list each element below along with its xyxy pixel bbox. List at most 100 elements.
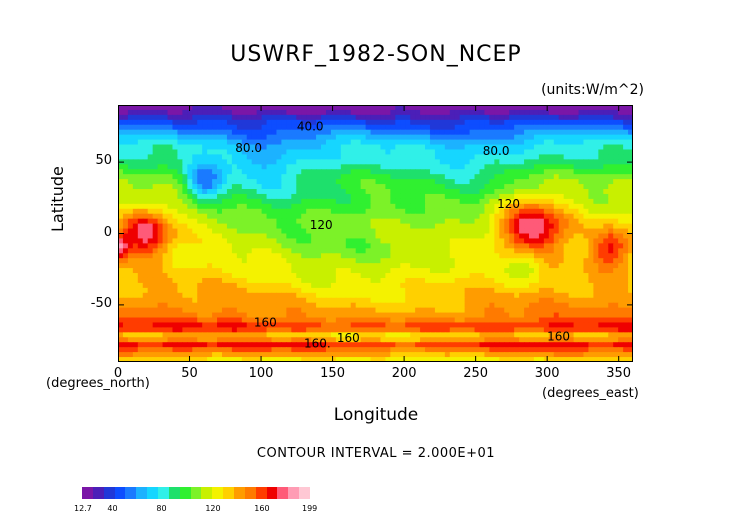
heatmap-cell — [434, 189, 441, 195]
heatmap-cell — [202, 312, 208, 319]
heatmap-cell — [608, 327, 614, 333]
heatmap-cell — [489, 282, 495, 289]
heatmap-cell — [509, 149, 515, 156]
heatmap-cell — [370, 174, 377, 180]
heatmap-cell — [132, 228, 139, 235]
heatmap-cell — [360, 105, 367, 111]
heatmap-cell — [469, 248, 476, 254]
heatmap-cell — [118, 342, 124, 348]
heatmap-cell — [489, 307, 495, 314]
heatmap-cell — [494, 189, 500, 195]
heatmap-cell — [553, 139, 560, 146]
heatmap-cell — [504, 189, 510, 195]
heatmap-cell — [221, 228, 228, 235]
heatmap-cell — [118, 129, 124, 136]
heatmap-cell — [241, 327, 248, 333]
heatmap-cell — [142, 243, 149, 249]
heatmap-cell — [509, 228, 515, 235]
heatmap-cell — [311, 109, 317, 116]
heatmap-cell — [207, 184, 213, 190]
heatmap-cell — [608, 179, 614, 185]
heatmap-cell — [271, 105, 278, 111]
heatmap-cell — [251, 105, 258, 111]
heatmap-cell — [365, 169, 372, 175]
heatmap-cell — [182, 154, 188, 160]
heatmap-cell — [118, 154, 124, 160]
heatmap-cell — [316, 114, 322, 121]
heatmap-cell — [147, 213, 154, 220]
heatmap-cell — [573, 179, 580, 185]
heatmap-cell — [137, 297, 144, 304]
heatmap-cell — [167, 124, 174, 131]
heatmap-cell — [157, 218, 164, 225]
heatmap-cell — [548, 154, 555, 160]
heatmap-cell — [370, 337, 377, 343]
heatmap-cell — [296, 174, 302, 180]
heatmap-cell — [370, 287, 377, 294]
heatmap-cell — [217, 297, 223, 304]
heatmap-cell — [251, 139, 258, 146]
heatmap-cell — [370, 218, 377, 225]
heatmap-cell — [306, 317, 312, 324]
heatmap-cell — [568, 149, 575, 156]
heatmap-cell — [405, 174, 411, 180]
heatmap-cell — [276, 203, 283, 210]
heatmap-cell — [420, 109, 426, 116]
heatmap-cell — [469, 169, 476, 175]
heatmap-cell — [395, 174, 401, 180]
heatmap-cell — [236, 129, 243, 136]
heatmap-cell — [578, 223, 585, 230]
heatmap-cell — [296, 263, 302, 269]
heatmap-cell — [628, 248, 633, 254]
heatmap-cell — [197, 287, 203, 294]
heatmap-cell — [321, 114, 327, 121]
heatmap-cell — [276, 134, 283, 141]
heatmap-cell — [350, 312, 357, 319]
heatmap-cell — [578, 273, 585, 279]
heatmap-cell — [538, 124, 545, 131]
heatmap-cell — [533, 287, 540, 294]
heatmap-cell — [563, 208, 570, 215]
heatmap-cell — [345, 302, 352, 309]
heatmap-cell — [494, 248, 500, 254]
heatmap-cell — [221, 223, 228, 230]
heatmap-cell — [568, 297, 575, 304]
heatmap-cell — [410, 322, 416, 328]
heatmap-cell — [548, 218, 555, 225]
heatmap-cell — [613, 253, 619, 259]
heatmap-cell — [172, 159, 179, 165]
heatmap-cell — [147, 179, 154, 185]
heatmap-cell — [127, 109, 134, 116]
heatmap-cell — [182, 337, 188, 343]
heatmap-cell — [217, 144, 223, 151]
heatmap-cell — [142, 282, 149, 289]
heatmap-cell — [266, 238, 273, 244]
heatmap-cell — [306, 273, 312, 279]
heatmap-cell — [167, 105, 174, 111]
heatmap-cell — [335, 124, 342, 131]
heatmap-cell — [241, 223, 248, 230]
heatmap-cell — [152, 238, 159, 244]
heatmap-cell — [548, 277, 555, 284]
heatmap-cell — [563, 297, 570, 304]
heatmap-cell — [360, 277, 367, 284]
heatmap-cell — [122, 302, 129, 309]
heatmap-cell — [152, 332, 159, 338]
heatmap-cell — [563, 139, 570, 146]
heatmap-cell — [202, 322, 208, 328]
heatmap-cell — [390, 268, 396, 274]
heatmap-cell — [192, 243, 198, 249]
heatmap-cell — [221, 282, 228, 289]
heatmap-cell — [286, 139, 292, 146]
heatmap-cell — [538, 109, 545, 116]
heatmap-cell — [231, 184, 238, 190]
heatmap-cell — [236, 322, 243, 328]
heatmap-cell — [588, 312, 594, 319]
heatmap-cell — [212, 228, 218, 235]
heatmap-cell — [147, 119, 154, 126]
heatmap-cell — [454, 164, 461, 170]
heatmap-cell — [628, 297, 633, 304]
heatmap-cell — [231, 248, 238, 254]
heatmap-cell — [127, 169, 134, 175]
heatmap-cell — [573, 114, 580, 121]
